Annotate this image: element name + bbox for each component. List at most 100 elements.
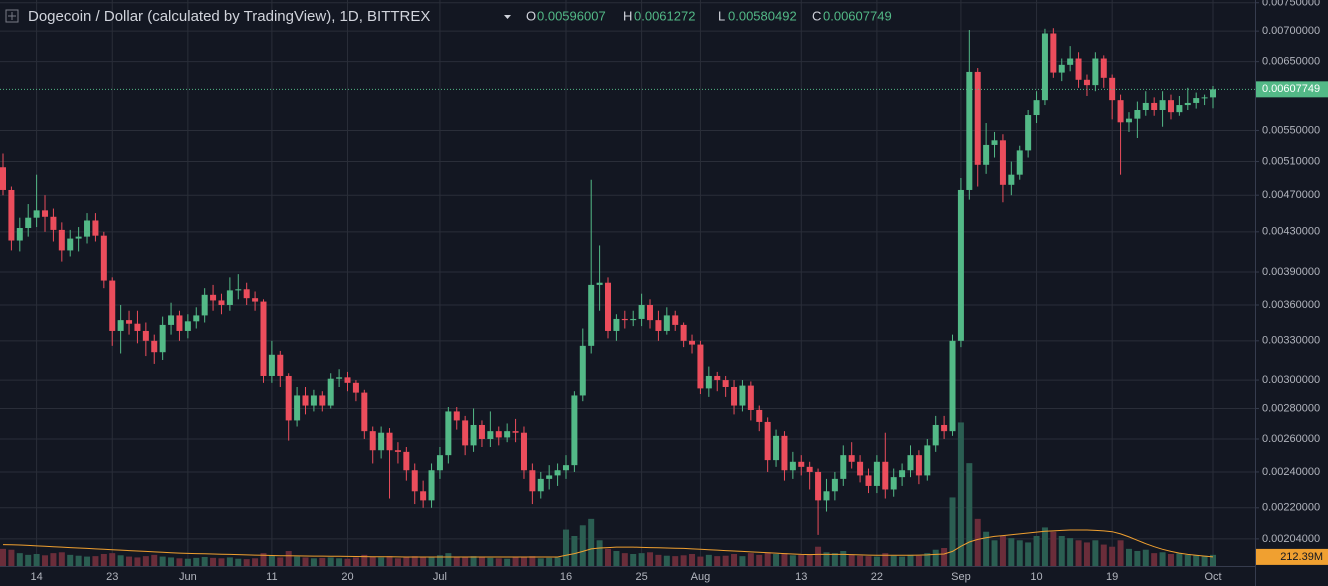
volume-bar <box>285 551 292 566</box>
candle-body <box>714 375 721 381</box>
volume-bar <box>386 556 393 566</box>
candle-body <box>260 301 267 376</box>
candle-body <box>1125 118 1132 123</box>
volume-bar <box>462 557 469 566</box>
volume-bar <box>689 554 696 566</box>
candle-body <box>1109 77 1116 101</box>
candle-body <box>1083 79 1090 86</box>
x-tick-label: 14 <box>30 571 42 583</box>
volume-bar <box>907 554 914 566</box>
candle-body <box>680 324 687 341</box>
volume-bar <box>823 552 830 566</box>
x-tick-label: Jul <box>433 571 447 583</box>
candle-body <box>159 324 166 353</box>
candle-body <box>957 189 964 341</box>
candle-body <box>672 315 679 325</box>
x-tick-label: Sep <box>951 571 971 583</box>
candle-body <box>731 386 738 406</box>
volume-bar <box>655 554 662 566</box>
volume-bar <box>941 548 948 566</box>
candle-body <box>1058 64 1065 73</box>
volume-bar <box>184 558 191 566</box>
candle-body <box>798 461 805 467</box>
candle-body <box>554 470 561 476</box>
y-tick-label: 0.00550000 <box>1262 124 1320 136</box>
volume-bar <box>1210 554 1216 566</box>
candle-body <box>1159 100 1166 111</box>
volume-bar <box>403 557 410 566</box>
volume-bar <box>16 553 23 566</box>
candle-body <box>1016 150 1023 175</box>
candle-body <box>966 71 973 190</box>
candle-body <box>529 470 536 492</box>
candle-body <box>109 280 116 331</box>
candle-body <box>218 300 225 305</box>
candle-body <box>857 461 864 476</box>
candle-body <box>445 411 452 456</box>
volume-bar <box>873 556 880 566</box>
volume-bar <box>798 554 805 566</box>
volume-bar <box>168 557 175 566</box>
y-tick-label: 0.00650000 <box>1262 56 1320 68</box>
y-tick-label: 0.00220000 <box>1262 502 1320 514</box>
layout-icon[interactable] <box>5 9 19 23</box>
candle-body <box>907 455 914 471</box>
volume-bar <box>1134 551 1141 566</box>
volume-bar <box>243 559 250 566</box>
volume-bar <box>546 557 553 566</box>
candle-body <box>243 289 250 299</box>
candle-body <box>815 471 822 501</box>
candle-body <box>277 354 284 376</box>
volume-bar <box>882 553 889 566</box>
candle-body <box>638 304 645 319</box>
volume-ma-label-bg <box>1256 548 1328 565</box>
candle-body <box>655 320 662 331</box>
volume-bar <box>352 557 359 566</box>
volume-bar <box>999 536 1006 566</box>
volume-pane <box>0 422 1216 566</box>
legend-value: 0.00596007 <box>537 8 606 23</box>
volume-bar <box>50 553 57 566</box>
symbol-title[interactable]: Dogecoin / Dollar (calculated by Trading… <box>28 8 430 25</box>
candle-body <box>588 284 595 346</box>
y-tick-label: 0.00204000 <box>1262 533 1320 545</box>
candle-body <box>747 385 754 410</box>
candle-body <box>369 431 376 451</box>
volume-bar <box>1075 540 1082 566</box>
candle-body <box>33 210 40 218</box>
volume-bar <box>420 557 427 566</box>
volume-bar <box>436 555 443 566</box>
volume-bar <box>588 518 595 566</box>
candle-body <box>663 315 670 331</box>
volume-bar <box>1184 554 1191 566</box>
candle-body <box>1117 100 1124 123</box>
candle-body <box>16 228 23 241</box>
candles <box>0 28 1216 535</box>
volume-bar <box>957 422 964 566</box>
candle-body <box>268 354 275 376</box>
candle-body <box>1193 98 1200 103</box>
x-tick-label: 19 <box>1106 571 1118 583</box>
candle-body <box>739 385 746 406</box>
legend-label: O <box>526 8 536 23</box>
volume-bar <box>1033 536 1040 566</box>
volume-bar <box>58 552 65 566</box>
candle-body <box>428 470 435 501</box>
volume-bar <box>1167 554 1174 566</box>
volume-bar <box>84 556 91 566</box>
volume-bar <box>630 554 637 566</box>
volume-bar <box>495 558 502 566</box>
x-tick-label: 20 <box>341 571 353 583</box>
volume-bar <box>865 556 872 566</box>
volume-bar <box>722 555 729 566</box>
y-tick-label: 0.00430000 <box>1262 226 1320 238</box>
candle-body <box>478 424 485 439</box>
volume-bar <box>1058 536 1065 566</box>
candle-body <box>781 435 788 471</box>
candle-body <box>344 377 351 383</box>
candle-body <box>470 424 477 446</box>
interval-dropdown[interactable] <box>504 15 511 19</box>
volume-bar <box>647 552 654 566</box>
candle-body <box>0 167 6 190</box>
volume-bar <box>756 554 763 566</box>
